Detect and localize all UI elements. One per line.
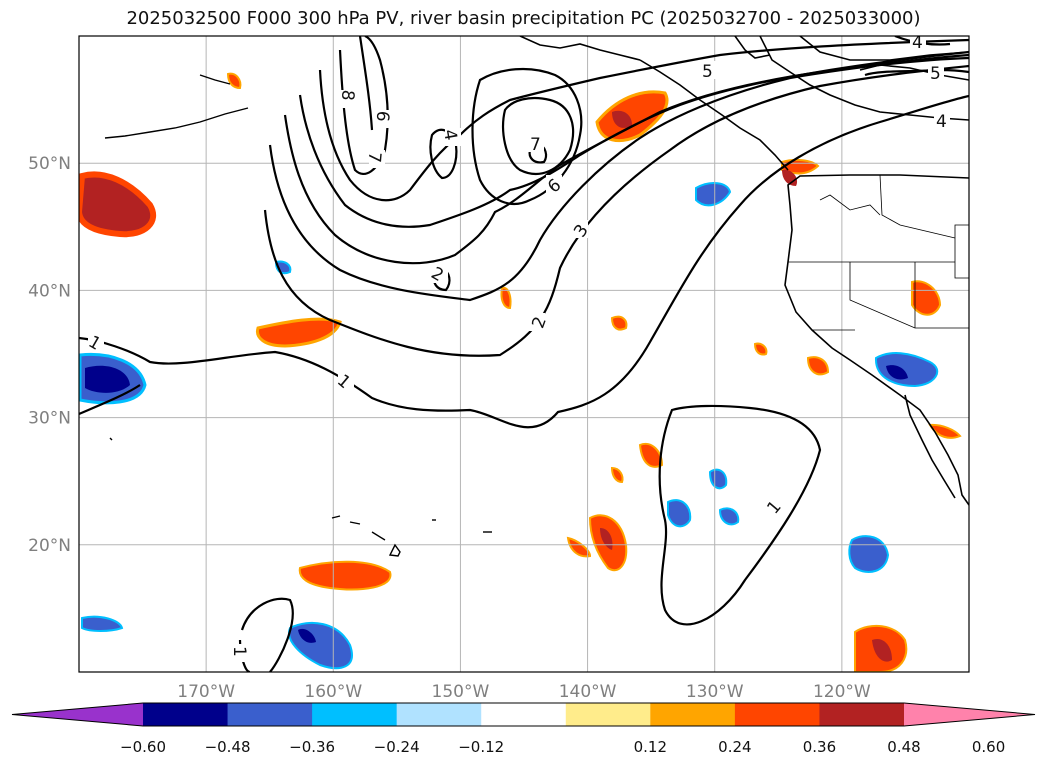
lon-label: 150°W	[432, 682, 490, 702]
islands	[104, 74, 492, 557]
colorbar-label: 0.36	[803, 738, 836, 756]
lon-label: 160°W	[304, 682, 362, 702]
map-title: 2025032500 F000 300 hPa PV, river basin …	[126, 8, 921, 29]
contour-label: 6	[544, 175, 565, 197]
contour-label: 7	[364, 151, 385, 164]
map-frame	[78, 35, 970, 673]
colorbar-swatch	[312, 703, 398, 726]
colorbar-swatch	[650, 703, 736, 726]
colorbar-swatch	[565, 703, 651, 726]
lon-label: 140°W	[559, 682, 617, 702]
contour-label: 7	[530, 135, 541, 155]
contour-label: 6	[372, 110, 393, 123]
contour-label: 4	[439, 128, 461, 142]
colorbar-label: −0.24	[374, 738, 420, 756]
colorbar-swatch	[396, 703, 482, 726]
contour-label: 4	[912, 33, 923, 53]
colorbar-label: −0.48	[205, 738, 251, 756]
lon-label: 130°W	[686, 682, 744, 702]
colorbar-label: −0.36	[289, 738, 335, 756]
contour-label: 8	[337, 89, 358, 102]
lat-label: 50°N	[28, 154, 71, 174]
colorbar-swatch	[481, 703, 567, 726]
colorbar-label: 0.48	[887, 738, 920, 756]
colorbar-extend-low	[12, 703, 143, 726]
colorbar-labels: −0.60 −0.48 −0.36 −0.24 −0.12 0.12 0.24 …	[120, 738, 1005, 756]
contour-label: 5	[702, 62, 713, 82]
colorbar-outline	[11, 702, 1036, 727]
lon-label: 170°W	[177, 682, 235, 702]
colorbar-label: 0.60	[972, 738, 1005, 756]
lon-label: 120°W	[813, 682, 871, 702]
colorbar-swatch	[819, 703, 905, 726]
latitude-labels: 50°N 40°N 30°N 20°N	[28, 154, 71, 556]
colorbar-label: −0.12	[458, 738, 504, 756]
colorbar-label: 0.12	[634, 738, 667, 756]
lat-label: 20°N	[28, 536, 71, 556]
contour-labels: 1 1 1 1 2 2 3 4 4 4 5 5 6 6 7 7 8	[85, 32, 950, 662]
pv-contours	[79, 36, 969, 672]
colorbar-extend-high	[904, 703, 1035, 726]
contour-label: 1	[229, 646, 249, 657]
colorbar	[11, 702, 1036, 727]
contour-label: 5	[930, 64, 941, 84]
colorbar-swatch	[143, 703, 229, 726]
state-borders	[788, 174, 969, 331]
longitude-labels: 170°W 160°W 150°W 140°W 130°W 120°W	[177, 682, 871, 702]
colorbar-label: −0.60	[120, 738, 166, 756]
contour-label: 4	[936, 112, 947, 132]
map-gridlines	[79, 36, 969, 672]
colorbar-swatch	[227, 703, 313, 726]
colorbar-label: 0.24	[718, 738, 751, 756]
lat-label: 30°N	[28, 409, 71, 429]
lat-label: 40°N	[28, 281, 71, 301]
colorbar-swatch	[734, 703, 820, 726]
